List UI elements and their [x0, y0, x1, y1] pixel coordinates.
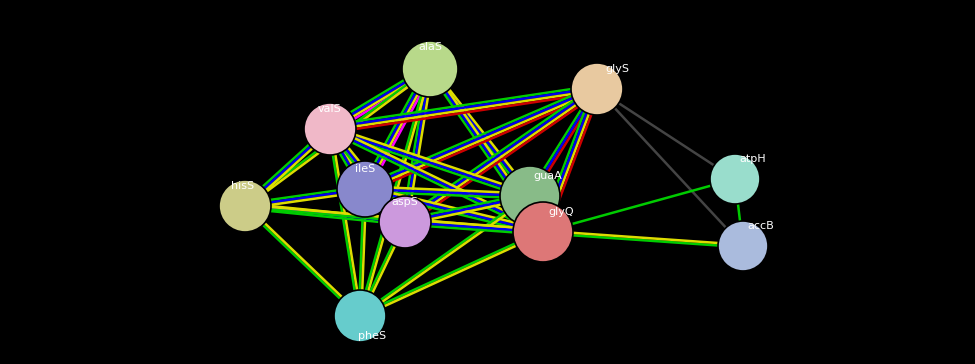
Circle shape	[710, 154, 760, 204]
Text: glyQ: glyQ	[548, 207, 574, 217]
Circle shape	[334, 290, 386, 342]
Circle shape	[379, 196, 431, 248]
Circle shape	[718, 221, 768, 271]
Text: alaS: alaS	[418, 42, 442, 52]
Text: atpH: atpH	[740, 154, 766, 164]
Circle shape	[513, 202, 573, 262]
Circle shape	[571, 63, 623, 115]
Text: pheS: pheS	[358, 331, 386, 341]
Circle shape	[337, 161, 393, 217]
Text: guaA: guaA	[533, 171, 563, 181]
Text: valS: valS	[318, 104, 342, 114]
Circle shape	[304, 103, 356, 155]
Circle shape	[402, 41, 458, 97]
Text: glyS: glyS	[605, 64, 629, 74]
Text: accB: accB	[748, 221, 774, 231]
Text: ileS: ileS	[355, 164, 375, 174]
Circle shape	[219, 180, 271, 232]
Text: hisS: hisS	[231, 181, 254, 191]
Text: aspS: aspS	[392, 197, 418, 207]
Circle shape	[500, 166, 560, 226]
